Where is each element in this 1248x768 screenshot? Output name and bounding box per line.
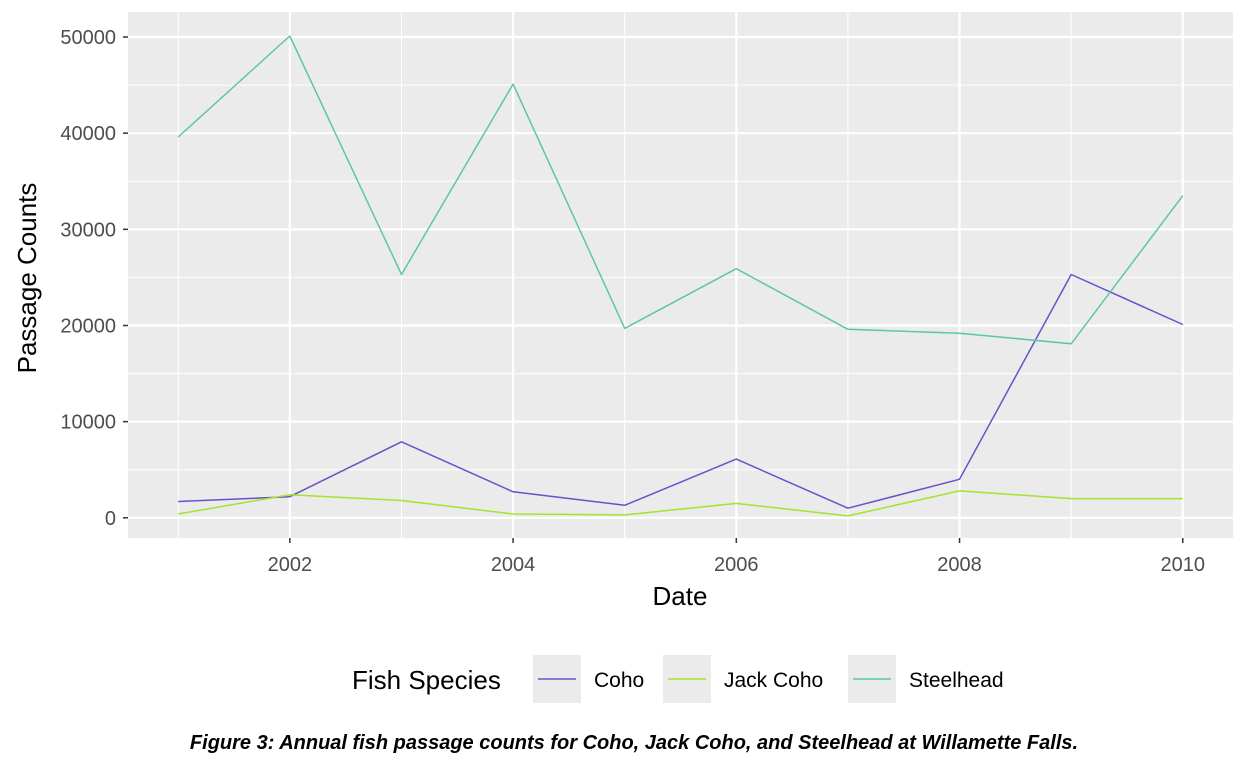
legend-label: Jack Coho xyxy=(724,669,823,692)
legend-items: Coho Jack Coho Steelhead xyxy=(533,655,1004,703)
x-tick-label: 2002 xyxy=(268,554,313,576)
x-tick-label: 2008 xyxy=(937,554,982,576)
y-tick-label: 40000 xyxy=(60,123,116,145)
y-axis: 0 10000 20000 30000 40000 50000 xyxy=(60,27,128,530)
legend-label: Steelhead xyxy=(909,669,1004,692)
y-tick-label: 10000 xyxy=(60,412,116,434)
y-axis-title: Passage Counts xyxy=(12,183,42,374)
x-axis-title: Date xyxy=(653,581,708,611)
legend-title: Fish Species xyxy=(352,665,501,695)
x-tick-label: 2004 xyxy=(491,554,536,576)
x-tick-label: 2010 xyxy=(1161,554,1206,576)
legend-label: Coho xyxy=(594,669,644,692)
legend-item-coho: Coho xyxy=(533,655,644,703)
legend-item-steelhead: Steelhead xyxy=(848,655,1004,703)
series-line-coho xyxy=(178,273,1184,509)
legend: Fish Species Coho Jack Coho Steelhead xyxy=(352,655,1004,703)
y-tick-label: 20000 xyxy=(60,315,116,337)
x-tick-label: 2006 xyxy=(714,554,759,576)
series-line-jack-coho xyxy=(178,490,1183,517)
figure-caption: Figure 3: Annual fish passage counts for… xyxy=(190,732,1078,754)
x-axis: 2002 2004 2006 2008 2010 xyxy=(268,538,1205,576)
y-tick-label: 0 xyxy=(105,508,116,530)
legend-item-jack-coho: Jack Coho xyxy=(663,655,823,703)
series-lines xyxy=(177,35,1184,517)
series-line-steelhead xyxy=(177,35,1184,345)
plot-panel xyxy=(128,12,1233,538)
y-tick-label: 30000 xyxy=(60,219,116,241)
y-tick-label: 50000 xyxy=(60,27,116,49)
grid-major xyxy=(128,12,1233,538)
